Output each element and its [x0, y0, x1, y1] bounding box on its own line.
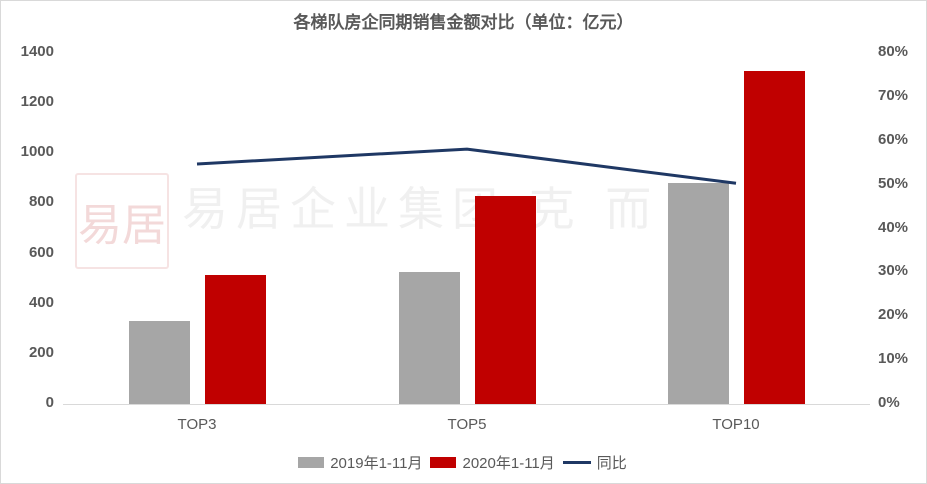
legend-swatch-2020 [430, 457, 457, 468]
watermark-seal-logo: 易居 [75, 173, 169, 269]
y-tick-label: 200 [28, 343, 54, 361]
y2-tick-label: 40% [878, 218, 909, 236]
legend-label-yoy: 同比 [596, 455, 627, 472]
y-tick-label: 1400 [20, 43, 54, 60]
y2-tick-label: 10% [878, 350, 909, 368]
bar-top5-1 [475, 195, 536, 404]
bar-top10-0 [668, 183, 729, 404]
y-tick-label: 1000 [20, 143, 54, 161]
y-tick-label: 400 [28, 293, 54, 311]
bar-top5-0 [399, 271, 460, 404]
x-axis-line [63, 404, 870, 405]
y-tick-label: 600 [28, 243, 54, 261]
legend-label-2019: 2019年1-11月 [330, 455, 423, 472]
legend-swatch-2019 [298, 457, 325, 468]
watermark-text: 易居企业集团·克 而 瑞 [182, 182, 736, 236]
bar-top10-1 [744, 71, 805, 404]
y-tick-label: 1200 [20, 93, 54, 111]
legend: 2019年1-11月 2020年1-11月 同比 [0, 452, 927, 473]
y-tick-label: 800 [28, 193, 54, 211]
bar-top3-0 [129, 321, 190, 404]
y2-tick-label: 30% [878, 262, 909, 280]
y2-tick-label: 60% [878, 130, 909, 148]
x-tick-label: TOP10 [712, 416, 760, 433]
legend-item-2019: 2019年1-11月 [298, 452, 422, 473]
bar-top3-1 [205, 274, 266, 404]
y2-tick-label: 0% [878, 394, 900, 411]
y2-tick-label: 50% [878, 174, 909, 192]
y2-tick-label: 70% [878, 86, 909, 104]
chart-title: 各梯队房企同期销售金额对比（单位：亿元） [293, 13, 634, 33]
legend-swatch-yoy [562, 461, 591, 464]
y2-tick-label: 80% [878, 43, 909, 60]
y2-tick-label: 20% [878, 306, 909, 324]
x-tick-label: TOP3 [177, 416, 217, 433]
legend-item-2020: 2020年1-11月 [430, 452, 555, 473]
legend-label-2020: 2020年1-11月 [462, 455, 555, 472]
x-tick-label: TOP5 [447, 416, 487, 433]
legend-item-yoy: 同比 [562, 452, 627, 473]
y-tick-label: 0 [45, 394, 54, 411]
